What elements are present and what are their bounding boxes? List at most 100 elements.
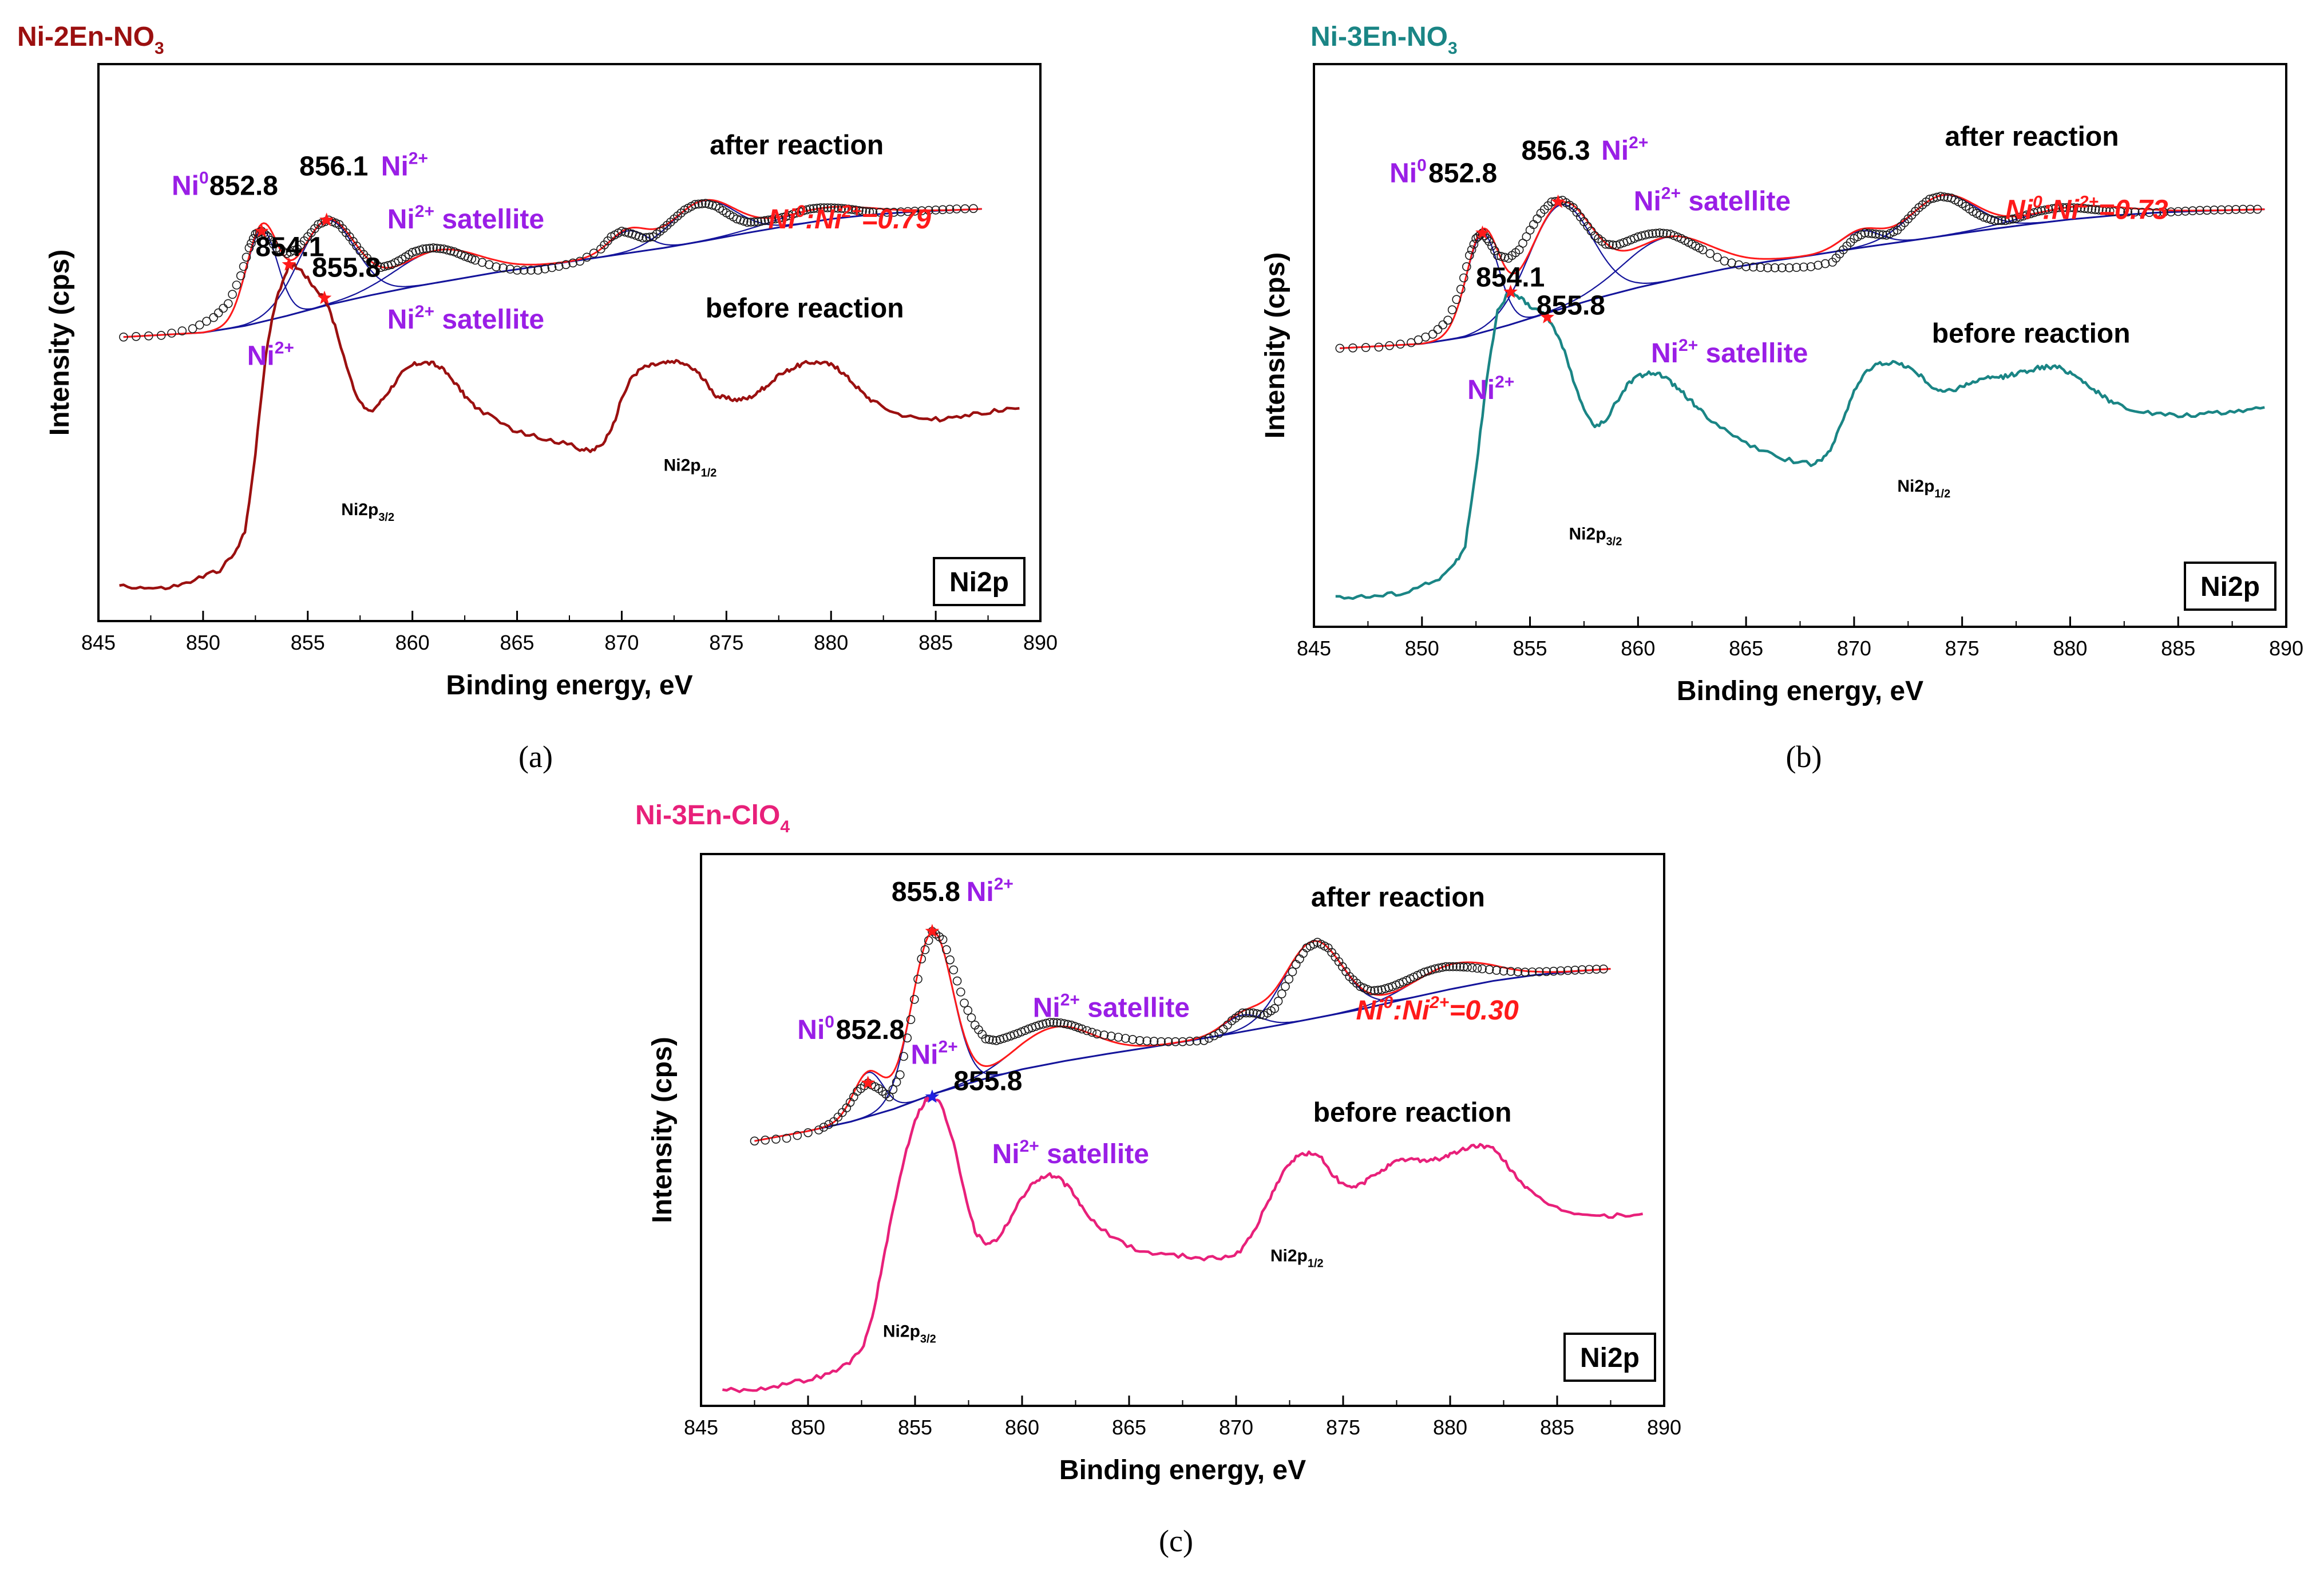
data-point [2166,207,2176,217]
data-point [1277,989,1286,998]
ni-ratio-label: Ni0:Ni2+=0.79 [768,202,931,235]
data-point [1185,1037,1194,1046]
peak-marker [1540,310,1555,323]
peak-marker [925,924,940,938]
panel-title: Ni-2En-NO3 [17,22,164,58]
data-point [435,244,445,254]
data-point [232,280,241,290]
x-tick-label: 890 [1023,631,1058,654]
x-tick-label: 890 [2269,637,2303,660]
data-point [429,243,438,252]
data-point [770,214,780,224]
data-point [1601,239,1610,249]
data-point [875,207,885,217]
data-point [418,244,427,254]
data-point [824,1120,833,1129]
panel-sublabel: (a) [518,740,553,774]
data-point [2195,205,2204,215]
data-point [1521,967,1530,977]
data-point [1734,260,1744,270]
data-point [1241,1008,1251,1018]
data-point [1570,966,1579,975]
data-point [2095,205,2104,215]
species-label: Ni2+ [1601,133,1648,166]
data-point [1490,246,1499,255]
fit-envelope [754,930,1611,1142]
panel-a: Ni-2En-NO3 845 850 855 860 865 870 875 880 885 890… [17,22,1058,774]
data-point [1644,230,1653,239]
data-point [1563,966,1573,975]
data-point [1428,329,1438,339]
data-point [963,1006,973,1015]
data-point [349,236,358,246]
data-point [690,200,700,210]
data-point [889,207,898,217]
data-point [247,239,256,248]
data-point [1997,216,2006,226]
data-point [2188,206,2198,216]
ni-ratio-label: Ni0:Ni2+=0.30 [1356,993,1519,1026]
data-point [960,998,969,1008]
data-point [2076,203,2086,213]
before-reaction-label: before reaction [1313,1098,1512,1128]
x-tick-label: 870 [604,631,639,654]
data-point [1452,295,1461,305]
data-point [1756,263,1765,272]
before-reaction-line [722,1094,1644,1393]
x-tick-label: 875 [1945,637,1979,660]
data-point [854,206,864,215]
fit-components [754,930,1611,1142]
data-point [902,1033,912,1043]
data-point [833,203,843,213]
data-point [1527,967,1537,977]
data-point [177,326,187,335]
data-point [813,203,822,213]
energy-label: 855.8 [953,1066,1022,1097]
x-axis-title: Binding energy, eV [1677,676,1923,706]
data-point [1748,262,1758,272]
data-point [1042,1018,1051,1028]
data-point [1599,965,1608,974]
data-point [1492,966,1501,975]
data-point [1641,230,1650,240]
data-point [1249,1008,1258,1018]
data-point [1608,240,1618,250]
data-point [1484,965,1494,974]
data-point [2051,203,2061,213]
energy-label: 855.8 [312,253,381,283]
x-tick-label: 875 [709,631,743,654]
data-point [2109,207,2118,216]
before-reaction-line [1335,290,2265,600]
after-reaction-label: after reaction [1311,883,1485,913]
before-reaction-label: before reaction [706,294,904,324]
data-point [697,199,707,208]
data-point [2216,205,2226,215]
data-point [1472,963,1482,973]
data-point [2054,203,2064,212]
y-axis-title: Intensity (cps) [647,1037,678,1223]
data-point [1806,262,1816,271]
data-point [746,218,755,227]
data-point [1270,1004,1280,1013]
ni2p-badge: Ni2p [1580,1343,1640,1373]
data-point [882,207,892,217]
data-point [2246,204,2255,214]
data-point [526,266,536,275]
data-point [981,1034,991,1044]
data-point [2004,215,2014,224]
data-point [1295,954,1304,963]
data-point [1059,1019,1069,1029]
data-point [805,204,815,214]
data-point [620,227,630,237]
data-point [575,256,585,266]
y-axis-title: Intensity (cps) [45,250,75,436]
data-point [761,1135,770,1145]
data-point [442,245,452,255]
x-tick-label: 885 [1540,1416,1574,1439]
data-point [2069,203,2078,212]
data-point [1713,252,1722,262]
data-point [1871,230,1880,239]
data-point [236,271,246,280]
data-point [969,204,978,214]
